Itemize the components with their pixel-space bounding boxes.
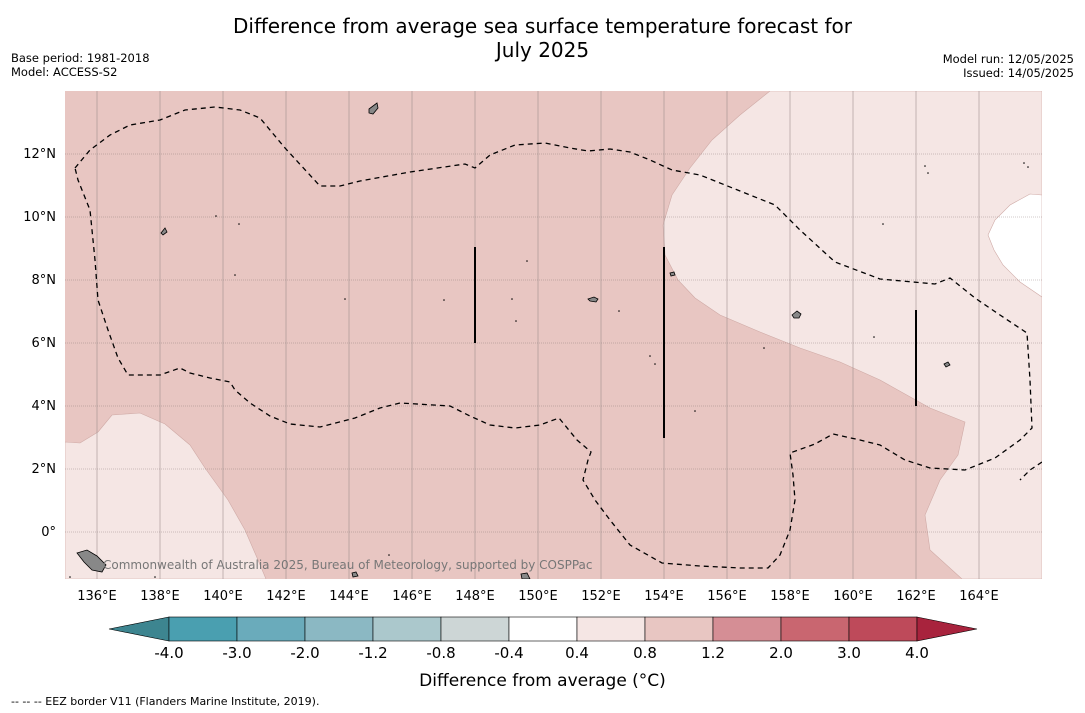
- small-islets: [69, 162, 1029, 578]
- colorbar-tick-label: -3.0: [222, 644, 251, 662]
- title-line-2: July 2025: [495, 38, 590, 62]
- colorbar: -4.0 -3.0 -2.0 -1.2 -0.8 -0.4 0.4 0.8 1.2 2.0 3.0 4…: [108, 616, 978, 662]
- x-tick-label: 136°E: [77, 589, 117, 604]
- watermark: Commonwealth of Australia 2025, Bureau o…: [103, 558, 593, 572]
- colorbar-tick-label: -2.0: [290, 644, 319, 662]
- colorbar-tick-label: 4.0: [905, 644, 929, 662]
- x-tick-label: 148°E: [455, 589, 495, 604]
- x-tick-label: 158°E: [770, 589, 810, 604]
- map-area: Commonwealth of Australia 2025, Bureau o…: [65, 91, 1042, 579]
- x-tick-label: 162°E: [896, 589, 936, 604]
- colorbar-cell: [848, 616, 918, 642]
- y-tick-label: 0°: [41, 525, 56, 540]
- colorbar-cell: [236, 616, 306, 642]
- model-run: Model run: 12/05/2025: [942, 52, 1074, 66]
- colorbar-tick-label: 3.0: [837, 644, 861, 662]
- x-tick-label: 160°E: [833, 589, 873, 604]
- x-tick-label: 154°E: [644, 589, 684, 604]
- colorbar-tick-label: -0.4: [494, 644, 523, 662]
- colorbar-cell: [508, 616, 578, 642]
- graticule: [65, 153, 1042, 533]
- x-tick-label: 142°E: [266, 589, 306, 604]
- x-tick-label: 164°E: [959, 589, 999, 604]
- y-tick-label: 12°N: [23, 147, 56, 162]
- footnote: -- -- -- EEZ border V11 (Flanders Marine…: [11, 695, 320, 708]
- colorbar-tick-label: 2.0: [769, 644, 793, 662]
- title-line-1: Difference from average sea surface temp…: [232, 14, 852, 38]
- eez-border-west: [74, 106, 1033, 569]
- colorbar-label: Difference from average (°C): [419, 671, 666, 691]
- colorbar-cell: [304, 616, 374, 642]
- y-tick-label: 4°N: [32, 399, 57, 414]
- colorbar-extend-high: [916, 616, 978, 642]
- x-tick-label: 150°E: [518, 589, 558, 604]
- model-name: Model: ACCESS-S2: [11, 65, 118, 79]
- colorbar-cell: [372, 616, 442, 642]
- y-tick-label: 10°N: [23, 210, 56, 225]
- x-tick-label: 144°E: [329, 589, 369, 604]
- near-average-region: [987, 193, 1042, 298]
- islands: [76, 102, 951, 579]
- y-tick-label: 6°N: [32, 336, 57, 351]
- issued-date: Issued: 14/05/2025: [963, 66, 1074, 80]
- colorbar-cells: [168, 616, 918, 642]
- colorbar-cell: [644, 616, 714, 642]
- colorbar-tick-label: -0.8: [426, 644, 455, 662]
- x-tick-label: 146°E: [392, 589, 432, 604]
- colorbar-tick-label: 1.2: [701, 644, 725, 662]
- x-tick-label: 152°E: [581, 589, 621, 604]
- colorbar-cell: [780, 616, 850, 642]
- colorbar-cell: [712, 616, 782, 642]
- meta-left: Base period: 1981-2018 Model: ACCESS-S2: [11, 51, 150, 79]
- x-tick-label: 138°E: [140, 589, 180, 604]
- colorbar-cell: [168, 616, 238, 642]
- colorbar-tick-label: 0.4: [565, 644, 589, 662]
- x-tick-label: 140°E: [203, 589, 243, 604]
- x-tick-label: 156°E: [707, 589, 747, 604]
- y-tick-label: 2°N: [32, 462, 57, 477]
- colorbar-cell: [576, 616, 646, 642]
- colorbar-cell: [440, 616, 510, 642]
- colorbar-extend-low: [108, 616, 170, 642]
- colorbar-tick-label: -4.0: [154, 644, 183, 662]
- y-tick-label: 8°N: [32, 273, 57, 288]
- y-tick-labels: 12°N 10°N 8°N 6°N 4°N 2°N 0°: [23, 147, 56, 540]
- colorbar-tick-label: 0.8: [633, 644, 657, 662]
- eez-border-east: [1019, 461, 1042, 481]
- map-title: Difference from average sea surface temp…: [0, 14, 1085, 62]
- x-tick-labels: 136°E 138°E 140°E 142°E 144°E 146°E 148°…: [77, 589, 999, 604]
- anomaly-0p4-0p8-region-southwest: [65, 412, 267, 579]
- anomaly-0p4-0p8-region-east: [662, 91, 1042, 579]
- meta-right: Model run: 12/05/2025 Issued: 14/05/2025: [943, 52, 1074, 80]
- base-period: Base period: 1981-2018: [11, 51, 150, 65]
- colorbar-tick-label: -1.2: [358, 644, 387, 662]
- colorbar-tick-labels: -4.0 -3.0 -2.0 -1.2 -0.8 -0.4 0.4 0.8 1.2 2.0 3.0 4…: [154, 644, 929, 662]
